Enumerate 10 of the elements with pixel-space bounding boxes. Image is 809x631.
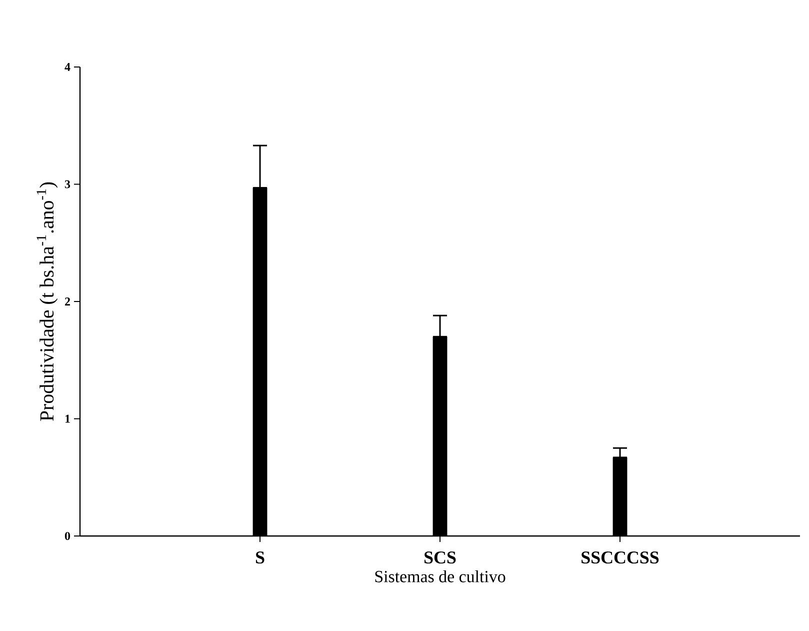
y-tick-label: 3: [64, 180, 70, 188]
y-tick-label: 1: [65, 414, 70, 423]
x-tick-label: SCS: [424, 552, 456, 564]
y-axis-title: Produtividade (t bs.ha$^{-1}$.ano$^{-1}$): [36, 182, 58, 421]
y-tick-label: 4: [64, 63, 70, 71]
x-axis-title: Sistemas de cultivo: [375, 570, 506, 582]
y-tick-label: 0: [64, 532, 70, 540]
x-tick-label: S: [256, 552, 264, 564]
y-tick-label: 2: [65, 298, 70, 306]
x-tick-label: SSCCCSS: [582, 552, 659, 564]
